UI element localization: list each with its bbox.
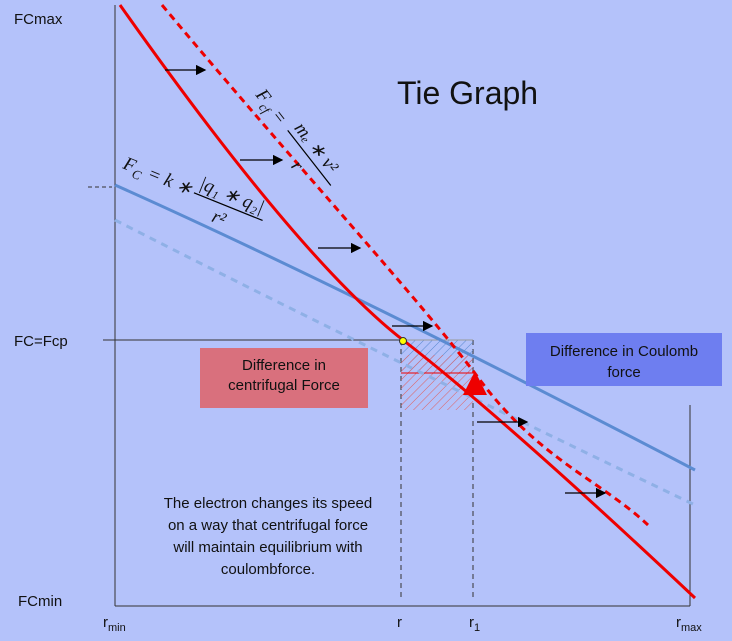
x-label: rmin: [103, 614, 126, 634]
note: on a way that centrifugal force: [168, 517, 368, 534]
coulomb-box: [526, 333, 722, 386]
x-label-sub: max: [681, 622, 702, 634]
x-label: r: [397, 614, 402, 631]
x-label-sub: min: [108, 622, 126, 634]
box-text: centrifugal Force: [228, 377, 340, 394]
y-label: FC=Fcp: [14, 333, 68, 350]
x-label: rmax: [676, 614, 702, 634]
centrifugal-diff-hatch: [401, 355, 473, 410]
x-label-sub: 1: [474, 622, 480, 634]
equilibrium-point: [399, 337, 407, 345]
x-label-text: r: [103, 614, 108, 631]
note: will maintain equilibrium with: [172, 539, 362, 556]
y-label: FCmax: [14, 11, 63, 28]
x-label-text: r: [469, 614, 474, 631]
x-label-text: r: [676, 614, 681, 631]
fraction-bar: [287, 129, 332, 186]
note: The electron changes its speed: [164, 495, 372, 512]
centrifugal-box: [200, 348, 368, 408]
box-text: force: [607, 364, 640, 381]
note: coulombforce.: [221, 561, 315, 578]
box-text: Difference in: [242, 357, 326, 374]
centrifugal-dashed: [160, 4, 650, 527]
box-text: Difference in Coulomb: [550, 343, 698, 360]
x-label-text: r: [397, 614, 402, 631]
axes: [88, 5, 691, 607]
title: Tie Graph: [397, 75, 538, 111]
x-label: r1: [469, 614, 480, 634]
shift-arrows: [165, 64, 607, 499]
fraction-bar: [193, 192, 263, 222]
y-label: FCmin: [18, 593, 62, 610]
coulomb-curve: [114, 183, 696, 472]
